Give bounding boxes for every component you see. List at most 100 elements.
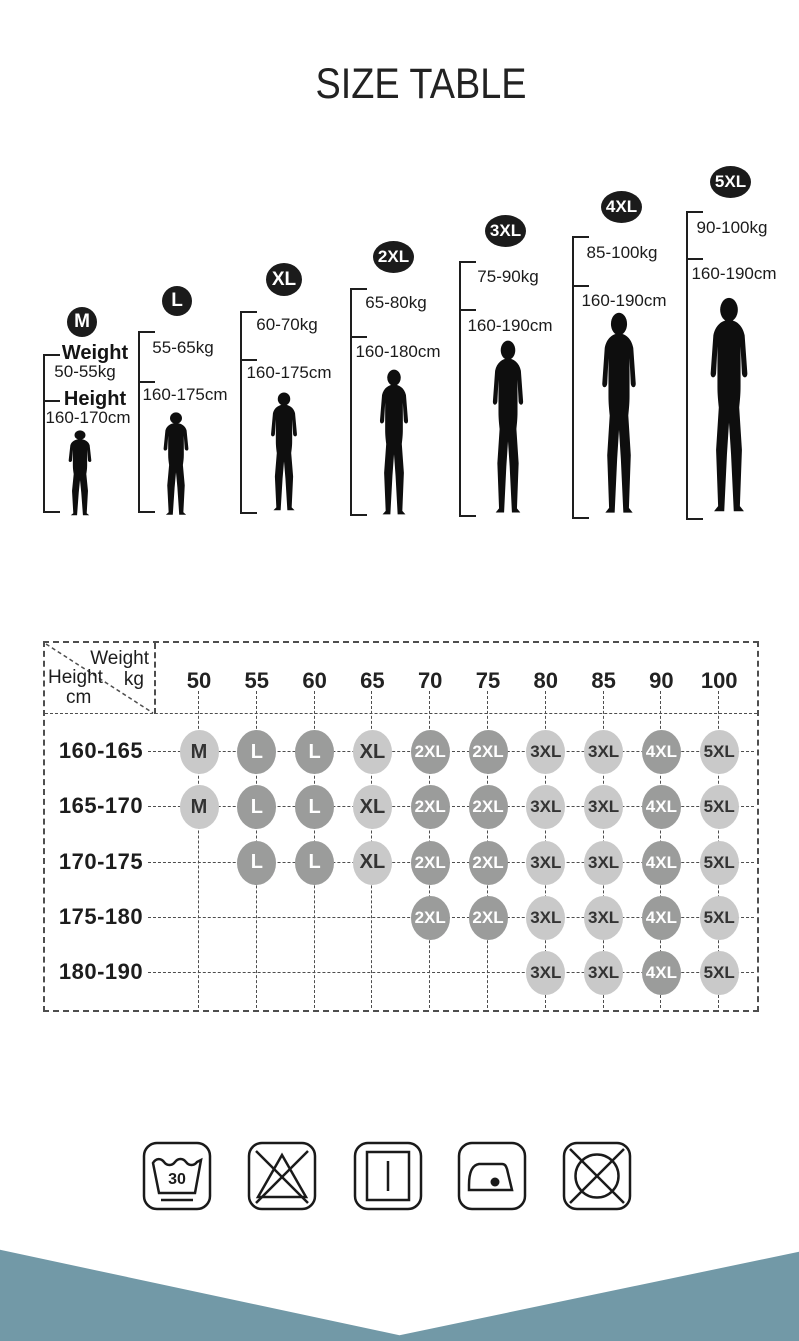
svg-text:30: 30 <box>168 1171 186 1188</box>
corner-height-unit: cm <box>66 687 92 708</box>
person-silhouette <box>588 312 650 519</box>
size-cell: XL <box>352 785 392 830</box>
corner-weight-label: Weight <box>90 648 149 669</box>
size-cell: L <box>295 785 335 830</box>
corner-weight-unit: kg <box>123 669 144 690</box>
size-cell: L <box>237 730 277 774</box>
size-cell: 2XL <box>410 840 450 885</box>
size-cell: XL <box>352 730 392 774</box>
person-silhouette <box>480 340 536 518</box>
measure-bracket <box>686 211 705 520</box>
size-cell: 4XL <box>641 840 681 885</box>
height-range: 160-170cm <box>45 408 131 427</box>
column-header: 90 <box>649 668 674 693</box>
size-cell: 3XL <box>584 840 624 885</box>
table-corner-cell: Weight kg Height cm <box>45 643 156 714</box>
size-badge: 3XL <box>485 215 526 247</box>
measure-bracket <box>459 261 478 517</box>
height-range: 160-175cm <box>246 363 332 382</box>
wash-30-icon: 30 <box>142 1141 212 1211</box>
size-cell: 2XL <box>468 730 508 774</box>
measure-bracket <box>350 288 369 516</box>
size-cell: 2XL <box>410 785 450 830</box>
size-cell: 2XL <box>468 785 508 830</box>
size-cell: 5XL <box>699 951 739 996</box>
size-cell: XL <box>352 840 392 885</box>
person-silhouette <box>695 297 763 518</box>
size-cell: 3XL <box>584 785 624 830</box>
column-header: 75 <box>475 668 501 693</box>
size-cell: 3XL <box>526 785 566 830</box>
person-silhouette <box>260 392 308 514</box>
size-cell: L <box>295 840 335 885</box>
size-cell: 2XL <box>410 895 450 940</box>
size-cell: 2XL <box>468 895 508 940</box>
row-dashed-line <box>148 751 754 752</box>
weight-range: 90-100kg <box>696 218 768 237</box>
column-header: 60 <box>302 668 327 693</box>
height-label: Height <box>63 388 127 410</box>
measure-bracket <box>572 236 591 519</box>
weight-label: Weight <box>61 342 129 364</box>
size-cell: 3XL <box>526 840 566 885</box>
height-range: 160-190cm <box>691 264 777 283</box>
column-header: 50 <box>186 668 212 693</box>
size-cell: 4XL <box>641 730 681 774</box>
measure-bracket <box>240 311 259 514</box>
row-dashed-line <box>148 806 754 808</box>
height-range: 160-190cm <box>467 316 553 335</box>
size-cell: 2XL <box>468 840 508 885</box>
size-cell: 5XL <box>699 785 739 830</box>
height-range: 160-190cm <box>581 291 667 310</box>
size-cell: 5XL <box>699 730 739 774</box>
page-title: SIZE TABLE <box>315 60 527 108</box>
weight-range: 75-90kg <box>477 267 539 286</box>
height-range: 160-175cm <box>142 385 228 404</box>
size-badge: M <box>67 307 97 337</box>
size-cell: 3XL <box>584 895 624 940</box>
header-separator-line <box>45 713 757 714</box>
column-header: 80 <box>533 668 559 693</box>
size-cell: 5XL <box>699 840 739 885</box>
size-cell: L <box>237 785 277 830</box>
size-cell: 4XL <box>641 895 681 940</box>
iron-low-heat-icon <box>457 1141 527 1211</box>
row-dashed-line <box>148 972 754 974</box>
size-cell: 3XL <box>584 951 624 996</box>
size-cell: 3XL <box>584 730 624 774</box>
do-not-tumble-dry-icon <box>562 1141 632 1211</box>
size-badge: L <box>162 286 192 316</box>
size-cell: 4XL <box>641 951 681 996</box>
weight-range: 55-65kg <box>152 338 214 357</box>
size-cell: M <box>179 785 219 830</box>
person-silhouette <box>153 412 199 518</box>
column-header: 85 <box>591 668 616 693</box>
column-header: 100 <box>700 668 738 693</box>
drip-dry-icon <box>353 1141 423 1211</box>
size-cell: 5XL <box>699 895 739 940</box>
weight-range: 85-100kg <box>586 243 658 262</box>
size-badge: 2XL <box>373 241 414 273</box>
corner-height-label: Height <box>48 667 103 688</box>
size-cell: 3XL <box>526 951 566 996</box>
weight-range: 60-70kg <box>256 315 318 334</box>
row-dashed-line <box>148 916 754 918</box>
column-header: 55 <box>244 668 270 693</box>
corner-diagonal-line <box>45 643 154 714</box>
row-header: 160-165 <box>58 738 144 763</box>
size-cell: 3XL <box>526 895 566 940</box>
person-silhouette <box>59 430 101 518</box>
row-header: 170-175 <box>58 848 144 874</box>
size-cell: L <box>237 840 277 885</box>
do-not-bleach-icon <box>247 1141 317 1211</box>
column-header: 65 <box>360 668 385 693</box>
row-header: 165-170 <box>58 793 144 819</box>
size-badge: 5XL <box>710 166 751 198</box>
person-silhouette <box>368 369 420 519</box>
size-badge: 4XL <box>601 191 642 223</box>
size-cell: 3XL <box>526 730 566 774</box>
measure-bracket <box>138 331 157 513</box>
row-dashed-line <box>148 861 754 863</box>
size-badge: XL <box>266 263 302 296</box>
